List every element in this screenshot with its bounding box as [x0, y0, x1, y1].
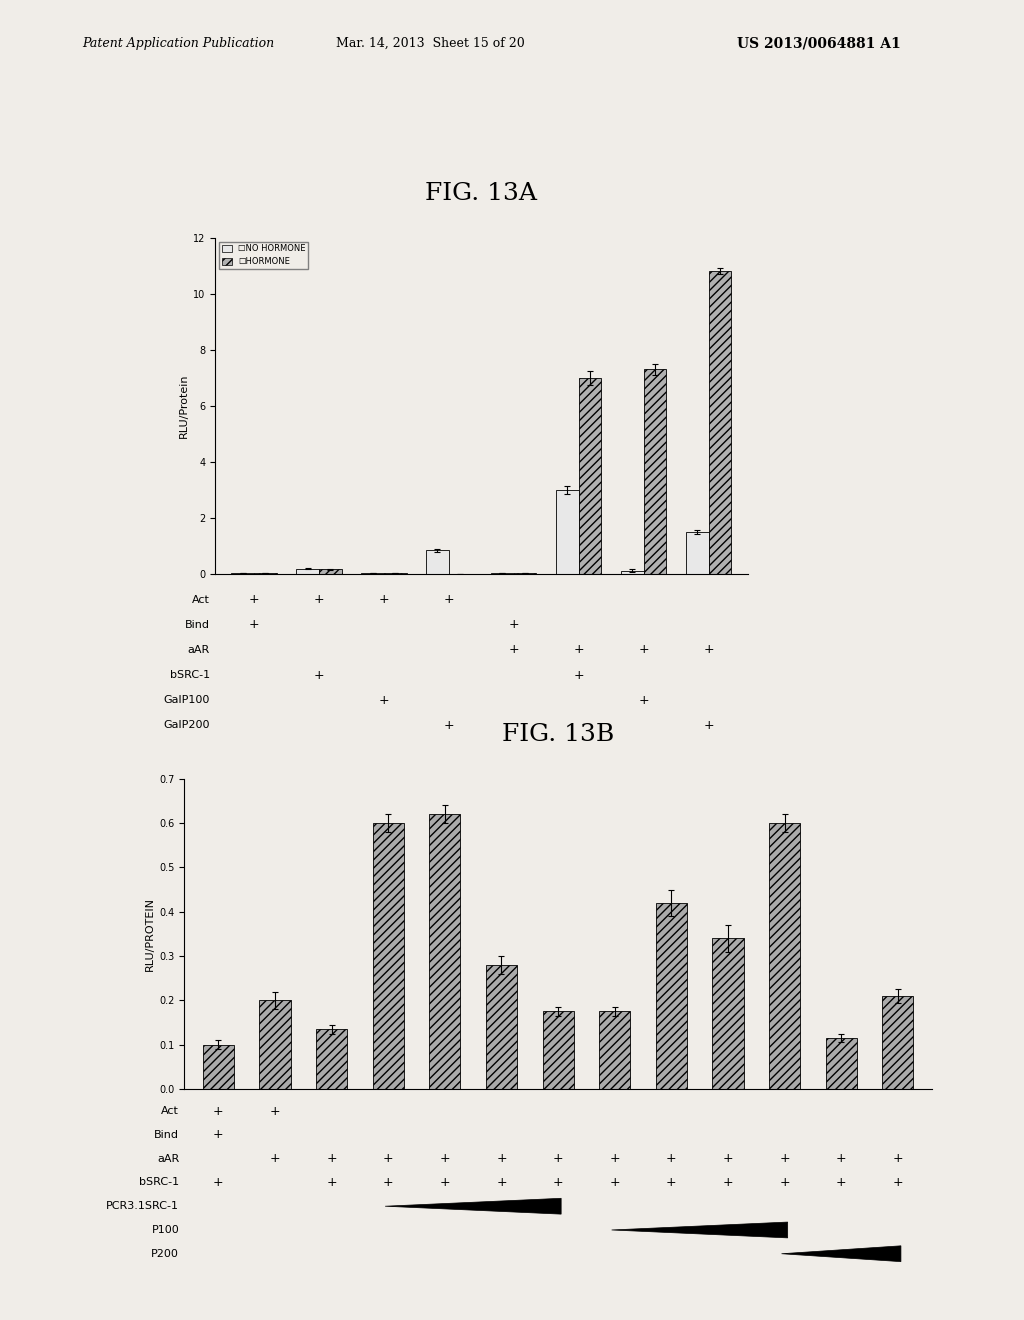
Text: +: + — [836, 1176, 847, 1189]
Text: +: + — [249, 593, 259, 606]
Text: +: + — [723, 1152, 733, 1166]
Text: +: + — [779, 1176, 790, 1189]
Y-axis label: RLU/Protein: RLU/Protein — [179, 374, 188, 438]
Text: +: + — [269, 1152, 281, 1166]
Text: +: + — [313, 593, 325, 606]
Text: +: + — [383, 1152, 393, 1166]
Text: +: + — [893, 1176, 903, 1189]
Bar — [655, 903, 687, 1089]
Bar — [296, 569, 318, 574]
Text: +: + — [723, 1176, 733, 1189]
Text: +: + — [573, 643, 584, 656]
Bar — [485, 965, 517, 1089]
Bar — [579, 378, 601, 574]
Text: +: + — [379, 593, 389, 606]
Text: GalP200: GalP200 — [164, 721, 210, 730]
Text: +: + — [213, 1129, 223, 1142]
Legend: ☐NO HORMONE, ☐HORMONE: ☐NO HORMONE, ☐HORMONE — [219, 242, 308, 269]
Bar — [426, 550, 449, 574]
Text: FIG. 13A: FIG. 13A — [425, 182, 538, 205]
Text: bSRC-1: bSRC-1 — [139, 1177, 179, 1188]
Text: Patent Application Publication: Patent Application Publication — [82, 37, 274, 50]
Bar — [514, 573, 537, 574]
Text: +: + — [443, 718, 454, 731]
Bar — [361, 573, 384, 574]
Text: +: + — [443, 593, 454, 606]
Text: GalP100: GalP100 — [164, 696, 210, 705]
Bar — [254, 573, 276, 574]
Bar — [543, 1011, 573, 1089]
Text: +: + — [666, 1152, 677, 1166]
Text: +: + — [497, 1176, 507, 1189]
Text: +: + — [509, 618, 519, 631]
Bar — [883, 997, 913, 1089]
Text: +: + — [703, 718, 714, 731]
Text: +: + — [666, 1176, 677, 1189]
Bar — [429, 814, 461, 1089]
Text: +: + — [893, 1152, 903, 1166]
Bar — [231, 573, 254, 574]
Bar — [621, 570, 644, 574]
Text: aAR: aAR — [187, 645, 210, 655]
Text: Bind: Bind — [185, 620, 210, 630]
Text: +: + — [327, 1176, 337, 1189]
Bar — [259, 1001, 291, 1089]
Text: Act: Act — [162, 1106, 179, 1117]
Text: +: + — [638, 643, 649, 656]
Bar — [203, 1044, 233, 1089]
Text: +: + — [638, 693, 649, 706]
Text: Act: Act — [193, 595, 210, 605]
Bar — [316, 1030, 347, 1089]
Text: +: + — [609, 1152, 620, 1166]
Bar — [556, 490, 579, 574]
Text: Mar. 14, 2013  Sheet 15 of 20: Mar. 14, 2013 Sheet 15 of 20 — [336, 37, 524, 50]
Text: +: + — [703, 643, 714, 656]
Text: Bind: Bind — [155, 1130, 179, 1140]
Text: bSRC-1: bSRC-1 — [170, 671, 210, 680]
Text: +: + — [836, 1152, 847, 1166]
Bar — [686, 532, 709, 574]
Text: +: + — [573, 668, 584, 681]
Text: +: + — [553, 1176, 563, 1189]
Text: P100: P100 — [152, 1225, 179, 1236]
Text: FIG. 13B: FIG. 13B — [502, 723, 614, 746]
Text: +: + — [779, 1152, 790, 1166]
Text: +: + — [383, 1176, 393, 1189]
Text: PCR3.1SRC-1: PCR3.1SRC-1 — [106, 1201, 179, 1212]
Text: +: + — [249, 618, 259, 631]
Text: +: + — [269, 1105, 281, 1118]
Bar — [825, 1038, 857, 1089]
Text: +: + — [313, 668, 325, 681]
Text: P200: P200 — [152, 1249, 179, 1259]
Bar — [599, 1011, 631, 1089]
Bar — [709, 272, 731, 574]
Text: +: + — [327, 1152, 337, 1166]
Text: +: + — [497, 1152, 507, 1166]
Bar — [373, 824, 403, 1089]
Text: US 2013/0064881 A1: US 2013/0064881 A1 — [737, 37, 901, 51]
Text: aAR: aAR — [157, 1154, 179, 1164]
Bar — [713, 939, 743, 1089]
Text: +: + — [609, 1176, 620, 1189]
Text: +: + — [439, 1152, 451, 1166]
Text: +: + — [439, 1176, 451, 1189]
Text: +: + — [509, 643, 519, 656]
Text: +: + — [553, 1152, 563, 1166]
Text: +: + — [213, 1176, 223, 1189]
Text: +: + — [213, 1105, 223, 1118]
Bar — [318, 569, 342, 574]
Text: +: + — [379, 693, 389, 706]
Bar — [492, 573, 514, 574]
Bar — [769, 824, 800, 1089]
Bar — [644, 370, 667, 574]
Y-axis label: RLU/PROTEIN: RLU/PROTEIN — [145, 896, 155, 972]
Bar — [384, 573, 407, 574]
